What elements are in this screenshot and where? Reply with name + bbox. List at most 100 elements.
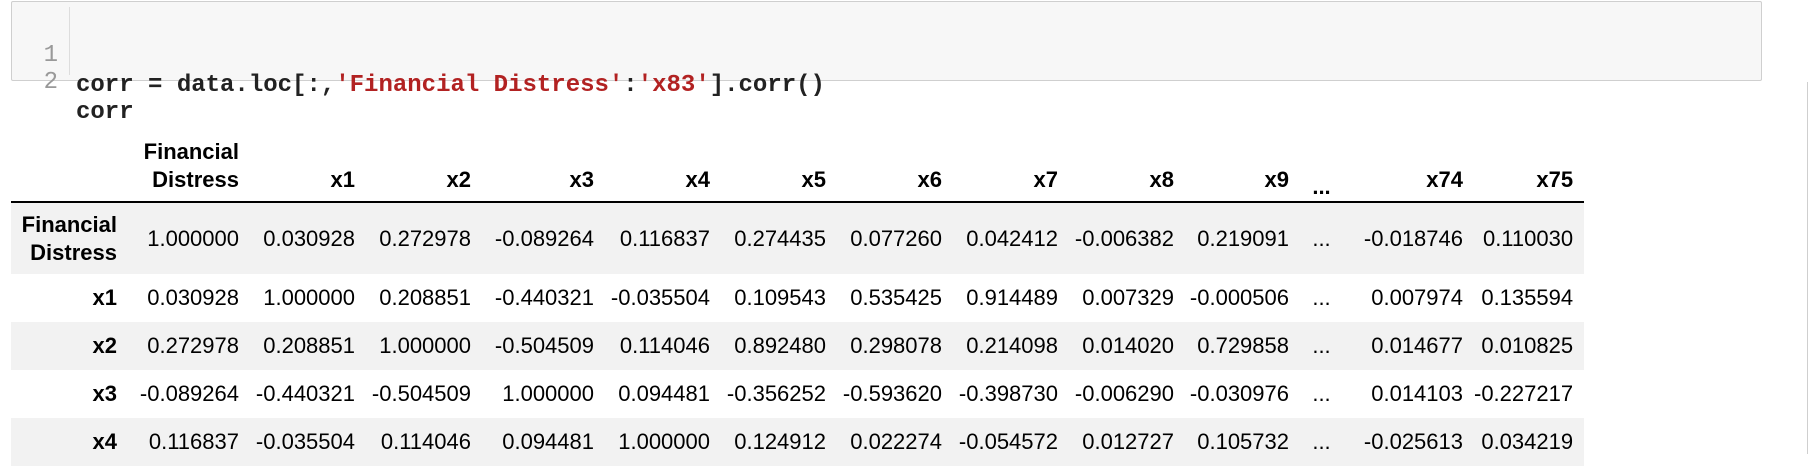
column-header: Financial Distress xyxy=(128,128,250,203)
code-cell-input[interactable]: 1 corr = data.loc[:,'Financial Distress'… xyxy=(11,1,1762,126)
code-string: 'Financial Distress' xyxy=(335,72,624,99)
table-cell: -0.000506 xyxy=(1189,285,1289,310)
column-header: x1 xyxy=(250,128,366,203)
code-line-1[interactable]: 1 corr = data.loc[:,'Financial Distress'… xyxy=(12,11,825,99)
dataframe-body: Financial Distress 1.000000 0.030928 0.27297… xyxy=(11,202,1585,466)
code-text: corr = data.loc[:, xyxy=(76,72,336,99)
table-cell: 1.000000 xyxy=(147,225,239,251)
table-cell: 0.914489 xyxy=(966,285,1058,310)
table-cell: 1.000000 xyxy=(618,429,710,454)
table-cell: 1.000000 xyxy=(263,285,355,310)
cell-ellipsis: ... xyxy=(1312,429,1331,454)
table-cell: -0.089264 xyxy=(139,381,239,406)
index-header xyxy=(11,128,128,203)
row-index-label: x4 xyxy=(11,418,128,466)
code-line-2[interactable]: 2 corr xyxy=(12,38,134,126)
code-text: ].corr() xyxy=(709,72,825,99)
table-cell: -0.227217 xyxy=(1474,381,1574,406)
table-cell: 0.014103 xyxy=(1371,381,1463,406)
column-header-line: Distress xyxy=(152,167,239,192)
table-cell: 0.109543 xyxy=(734,285,826,310)
table-row: x2 0.272978 0.208851 1.000000 -0.504509 0.114… xyxy=(11,322,1585,370)
table-cell: 0.012727 xyxy=(1082,429,1174,454)
row-index-line: x3 xyxy=(92,381,117,406)
table-cell: -0.398730 xyxy=(958,381,1058,406)
column-header: x8 xyxy=(1069,128,1185,203)
column-header: x9 xyxy=(1185,128,1300,203)
line-number-gutter xyxy=(69,7,70,75)
column-header: x2 xyxy=(366,128,482,203)
table-cell: -0.006290 xyxy=(1074,381,1174,406)
table-cell: 0.272978 xyxy=(147,333,239,358)
table-cell: 0.105732 xyxy=(1197,429,1289,454)
column-header-line: Financial xyxy=(143,139,239,164)
table-cell: -0.054572 xyxy=(958,429,1058,454)
column-header: x3 xyxy=(482,128,605,203)
table-row: Financial Distress 1.000000 0.030928 0.27297… xyxy=(11,202,1585,274)
table-cell: 0.014020 xyxy=(1082,333,1174,358)
row-index-label: x2 xyxy=(11,322,128,370)
table-cell: 0.892480 xyxy=(734,333,826,358)
table-cell: 0.214098 xyxy=(966,333,1058,358)
row-index-line: Financial xyxy=(21,211,117,237)
table-cell: -0.035504 xyxy=(255,429,355,454)
table-cell: 0.010825 xyxy=(1481,333,1574,358)
table-cell: 0.007329 xyxy=(1082,285,1174,310)
column-header: x74 xyxy=(1343,128,1474,203)
cell-ellipsis: ... xyxy=(1312,225,1331,251)
table-cell: -0.440321 xyxy=(494,285,594,310)
row-index-label: x1 xyxy=(11,274,128,322)
table-cell: 0.114046 xyxy=(380,429,471,454)
column-header: x5 xyxy=(721,128,837,203)
table-cell: 0.007974 xyxy=(1371,285,1463,310)
table-cell: -0.035504 xyxy=(610,285,710,310)
table-row: x3 -0.089264 -0.440321 -0.504509 1.000000 0.0… xyxy=(11,370,1584,418)
table-cell: 0.014677 xyxy=(1371,333,1463,358)
table-cell: -0.440321 xyxy=(255,381,355,406)
table-cell: -0.356252 xyxy=(726,381,826,406)
code-text: corr xyxy=(76,99,134,126)
table-cell: 0.124912 xyxy=(734,429,826,454)
table-cell: 0.208851 xyxy=(379,285,471,310)
row-index-line: Distress xyxy=(30,239,117,265)
table-cell: -0.030976 xyxy=(1189,381,1289,406)
row-index-line: x1 xyxy=(92,285,117,310)
code-text: : xyxy=(623,72,638,99)
table-cell: 1.000000 xyxy=(379,333,471,358)
row-index-line: x2 xyxy=(92,333,117,358)
row-index-line: x4 xyxy=(92,429,117,454)
column-ellipsis: ... xyxy=(1300,128,1343,203)
table-cell: 0.042412 xyxy=(966,225,1058,251)
table-cell: 0.272978 xyxy=(379,225,471,251)
table-cell: -0.504509 xyxy=(494,333,594,358)
table-cell: 0.729858 xyxy=(1197,333,1289,358)
table-cell: 1.000000 xyxy=(502,381,594,406)
table-cell: 0.114046 xyxy=(619,333,710,358)
table-cell: 0.030928 xyxy=(263,225,355,251)
row-index-label: Financial Distress xyxy=(11,202,128,274)
table-cell: 0.094481 xyxy=(502,429,594,454)
column-header: x4 xyxy=(605,128,721,203)
table-cell: 0.034219 xyxy=(1481,429,1574,454)
cell-ellipsis: ... xyxy=(1312,333,1331,358)
table-cell: 0.110030 xyxy=(1482,225,1574,251)
table-cell: -0.006382 xyxy=(1074,225,1174,251)
table-cell: 0.116837 xyxy=(619,225,710,251)
cell-ellipsis: ... xyxy=(1312,381,1331,406)
line-number: 2 xyxy=(43,69,58,96)
table-cell: -0.089264 xyxy=(494,225,594,251)
table-row: x4 0.116837 -0.035504 0.114046 0.094481 1.000… xyxy=(11,418,1585,466)
table-cell: 0.030928 xyxy=(147,285,239,310)
code-string: 'x83' xyxy=(637,72,710,99)
column-header: x7 xyxy=(953,128,1069,203)
table-cell: -0.025613 xyxy=(1363,429,1463,454)
table-cell: -0.018746 xyxy=(1363,225,1463,251)
table-cell: 0.274435 xyxy=(734,225,826,251)
line-number: 1 xyxy=(43,42,58,69)
header-row: Financial Distress x1 x2 x3 x4 x5 x6 x7 x… xyxy=(11,128,1585,203)
table-cell: 0.208851 xyxy=(263,333,355,358)
correlation-dataframe: Financial Distress x1 x2 x3 x4 x5 x6 x7 x… xyxy=(11,128,1585,466)
table-cell: -0.593620 xyxy=(842,381,942,406)
table-cell: 0.022274 xyxy=(850,429,942,454)
table-cell: -0.504509 xyxy=(371,381,471,406)
